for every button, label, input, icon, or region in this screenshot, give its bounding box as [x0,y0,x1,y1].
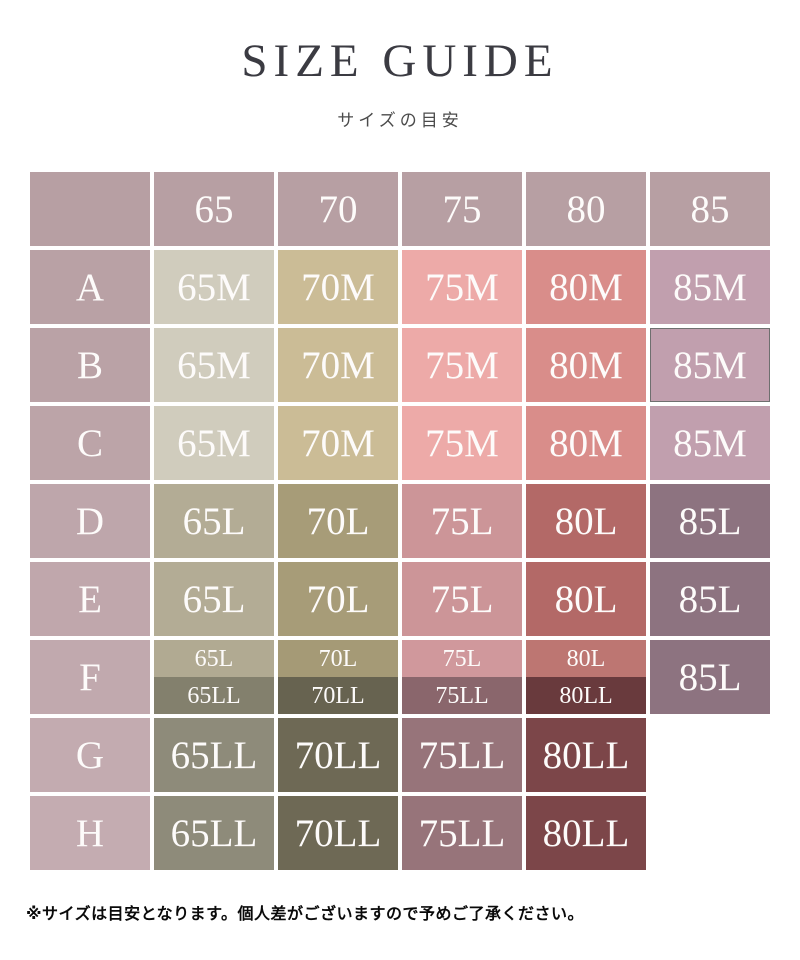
size-cell-65M: 65M [154,406,274,480]
column-header-80: 80 [526,172,646,246]
size-cell-70L: 70L [278,562,398,636]
size-cell-70M: 70M [278,406,398,480]
empty-cell [650,718,770,792]
size-cell-85L: 85L [650,484,770,558]
size-cell-70L: 70L [278,640,398,677]
size-table: 65 70 75 80 85 A 65M 70M 75M 80M 85M B 65M 70M 75M 80M 8… [30,172,770,870]
size-cell-70LL: 70LL [278,796,398,870]
size-cell-80M: 80M [526,406,646,480]
size-cell-80L: 80L [526,484,646,558]
size-cell-65LL: 65LL [154,718,274,792]
size-cell-75LL: 75LL [402,796,522,870]
page-title: SIZE GUIDE [241,35,559,87]
size-cell-70M: 70M [278,328,398,402]
page-subtitle: サイズの目安 [337,111,463,131]
size-cell-80M: 80M [526,250,646,324]
size-cell-65LL: 65LL [154,677,274,714]
size-cell-80L-80LL: 80L 80LL [526,640,646,714]
size-cell-65L: 65L [154,484,274,558]
column-header-70: 70 [278,172,398,246]
size-cell-65L: 65L [154,562,274,636]
row-label-G: G [30,718,150,792]
size-cell-80M: 80M [526,328,646,402]
row-label-H: H [30,796,150,870]
size-cell-75LL: 75LL [402,677,522,714]
size-cell-85L: 85L [650,562,770,636]
size-cell-70M: 70M [278,250,398,324]
size-cell-75M: 75M [402,250,522,324]
size-cell-80LL: 80LL [526,796,646,870]
row-label-A: A [30,250,150,324]
size-cell-70L-70LL: 70L 70LL [278,640,398,714]
size-cell-65L: 65L [154,640,274,677]
row-label-C: C [30,406,150,480]
size-cell-80LL: 80LL [526,677,646,714]
row-label-F: F [30,640,150,714]
table-corner-cell [30,172,150,246]
size-cell-75LL: 75LL [402,718,522,792]
empty-cell [650,796,770,870]
size-cell-75M: 75M [402,328,522,402]
size-cell-75L: 75L [402,640,522,677]
size-cell-75L: 75L [402,484,522,558]
size-cell-75L: 75L [402,562,522,636]
size-cell-80L: 80L [526,640,646,677]
size-cell-70LL: 70LL [278,677,398,714]
size-cell-85L: 85L [650,640,770,714]
size-cell-85M: 85M [650,250,770,324]
column-header-75: 75 [402,172,522,246]
size-cell-85M: 85M [650,328,770,402]
row-label-E: E [30,562,150,636]
size-cell-65L-65LL: 65L 65LL [154,640,274,714]
size-cell-80LL: 80LL [526,718,646,792]
size-cell-70L: 70L [278,484,398,558]
size-cell-65LL: 65LL [154,796,274,870]
column-header-85: 85 [650,172,770,246]
row-label-B: B [30,328,150,402]
disclaimer-note: ※サイズは目安となります。個人差がございますので予めご了承ください。 [26,904,584,923]
size-cell-65M: 65M [154,250,274,324]
size-cell-65M: 65M [154,328,274,402]
size-cell-75L-75LL: 75L 75LL [402,640,522,714]
row-label-D: D [30,484,150,558]
size-cell-70LL: 70LL [278,718,398,792]
size-cell-85M: 85M [650,406,770,480]
column-header-65: 65 [154,172,274,246]
size-cell-75M: 75M [402,406,522,480]
size-cell-80L: 80L [526,562,646,636]
